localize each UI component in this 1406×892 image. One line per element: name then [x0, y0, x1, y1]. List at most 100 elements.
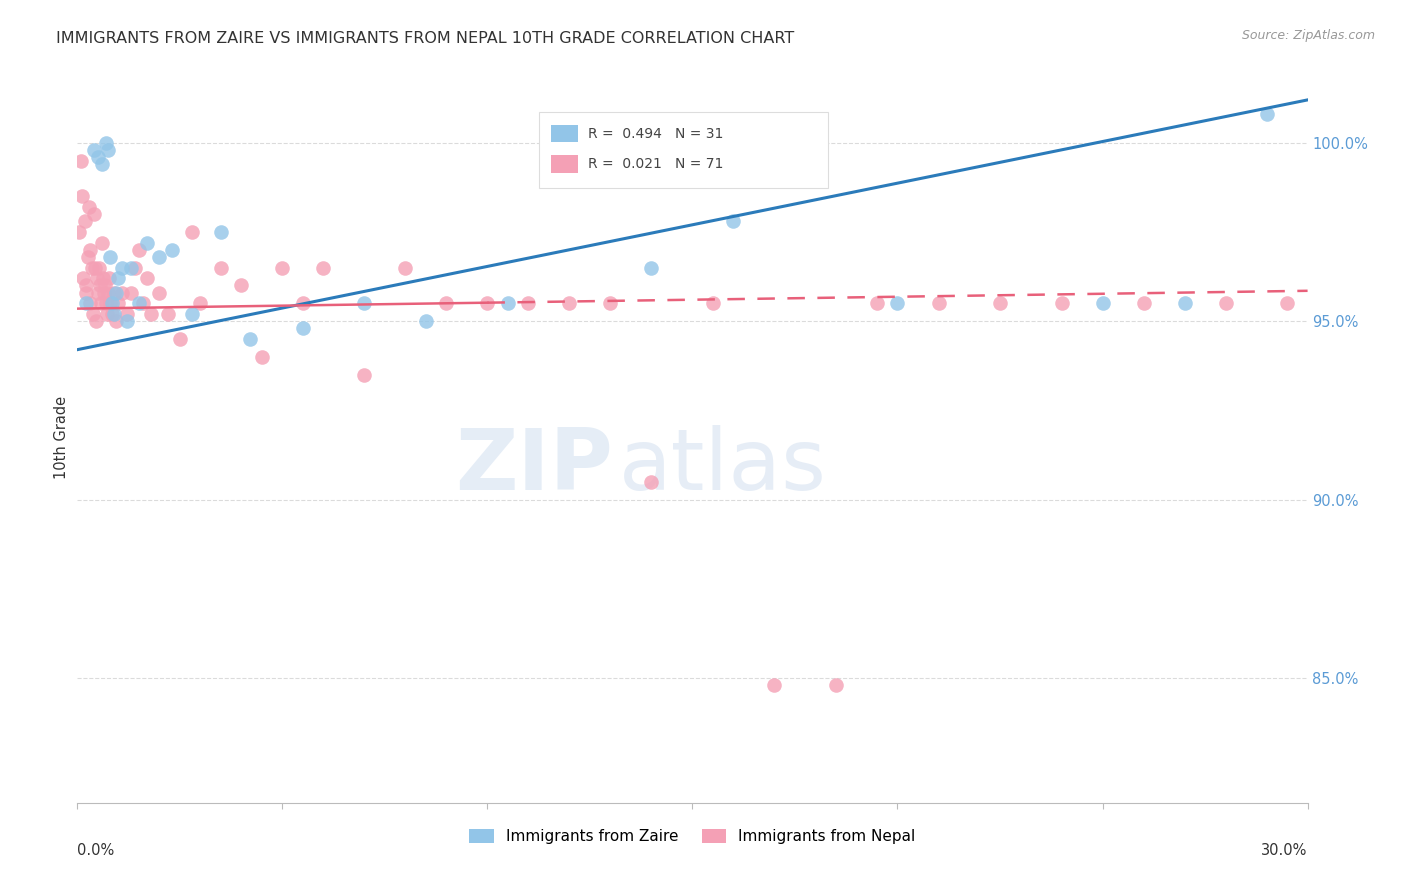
Point [1132, 296, 1154, 310]
Point [105, 285, 128, 300]
Point [132, 296, 155, 310]
Point [87, 260, 110, 275]
Point [70, 189, 93, 203]
Point [94, 136, 117, 150]
Point [87, 285, 110, 300]
Point [90, 157, 114, 171]
Point [87, 150, 110, 164]
Point [94, 296, 117, 310]
Text: 30.0%: 30.0% [1261, 843, 1308, 858]
Point [825, 678, 848, 692]
Point [93, 285, 115, 300]
Point [866, 296, 889, 310]
Point [96, 307, 118, 321]
Point [353, 368, 375, 382]
Point [181, 225, 204, 239]
Point [1050, 296, 1073, 310]
Point [67, 225, 90, 239]
Point [98, 250, 121, 264]
Point [72, 271, 94, 285]
Point [83, 260, 105, 275]
Point [1275, 296, 1298, 310]
Point [436, 296, 458, 310]
Point [94, 278, 117, 293]
Point [1256, 107, 1278, 121]
Point [188, 296, 212, 310]
Point [239, 332, 262, 346]
Point [120, 260, 142, 275]
Point [90, 296, 112, 310]
Point [886, 296, 908, 310]
Point [763, 678, 786, 692]
Point [160, 243, 183, 257]
Point [124, 260, 146, 275]
Text: ZIP: ZIP [454, 425, 613, 508]
Point [394, 260, 416, 275]
Point [988, 296, 1011, 310]
Point [107, 296, 129, 310]
Text: atlas: atlas [619, 425, 827, 508]
Point [181, 307, 204, 321]
Point [70, 153, 93, 168]
Point [76, 250, 98, 264]
Point [86, 271, 108, 285]
Point [209, 225, 232, 239]
Point [136, 235, 159, 250]
Point [291, 321, 314, 335]
Point [79, 296, 101, 310]
Text: R =  0.494   N = 31: R = 0.494 N = 31 [588, 127, 723, 141]
Point [928, 296, 950, 310]
Point [136, 271, 159, 285]
Point [89, 278, 111, 293]
Point [77, 200, 100, 214]
Point [107, 271, 129, 285]
Point [1215, 296, 1237, 310]
Point [353, 296, 375, 310]
Point [97, 285, 120, 300]
Point [1174, 296, 1197, 310]
Point [271, 260, 294, 275]
Point [101, 307, 124, 321]
Point [599, 296, 621, 310]
Point [75, 296, 97, 310]
Point [120, 285, 142, 300]
Point [702, 296, 724, 310]
Text: Source: ZipAtlas.com: Source: ZipAtlas.com [1241, 29, 1375, 42]
Point [156, 307, 179, 321]
Point [90, 235, 114, 250]
FancyBboxPatch shape [538, 112, 828, 188]
Point [148, 250, 170, 264]
Point [1091, 296, 1114, 310]
Point [477, 296, 499, 310]
Point [640, 475, 662, 489]
Point [75, 285, 97, 300]
Point [82, 307, 104, 321]
Point [105, 314, 128, 328]
Point [91, 271, 114, 285]
Point [98, 271, 121, 285]
Point [209, 260, 232, 275]
Point [148, 285, 170, 300]
Point [97, 143, 120, 157]
Point [517, 296, 540, 310]
Point [115, 314, 138, 328]
Point [231, 278, 253, 293]
Point [723, 214, 745, 228]
Point [103, 285, 125, 300]
Point [558, 296, 581, 310]
Point [84, 314, 107, 328]
Point [111, 285, 134, 300]
Point [415, 314, 437, 328]
Point [75, 278, 97, 293]
Point [103, 307, 125, 321]
Point [128, 243, 150, 257]
Point [115, 307, 138, 321]
Y-axis label: 10th Grade: 10th Grade [53, 395, 69, 479]
Point [80, 260, 103, 275]
Point [128, 296, 150, 310]
Point [169, 332, 191, 346]
Point [640, 260, 662, 275]
Point [98, 296, 121, 310]
Point [111, 260, 134, 275]
Text: 0.0%: 0.0% [77, 843, 114, 858]
